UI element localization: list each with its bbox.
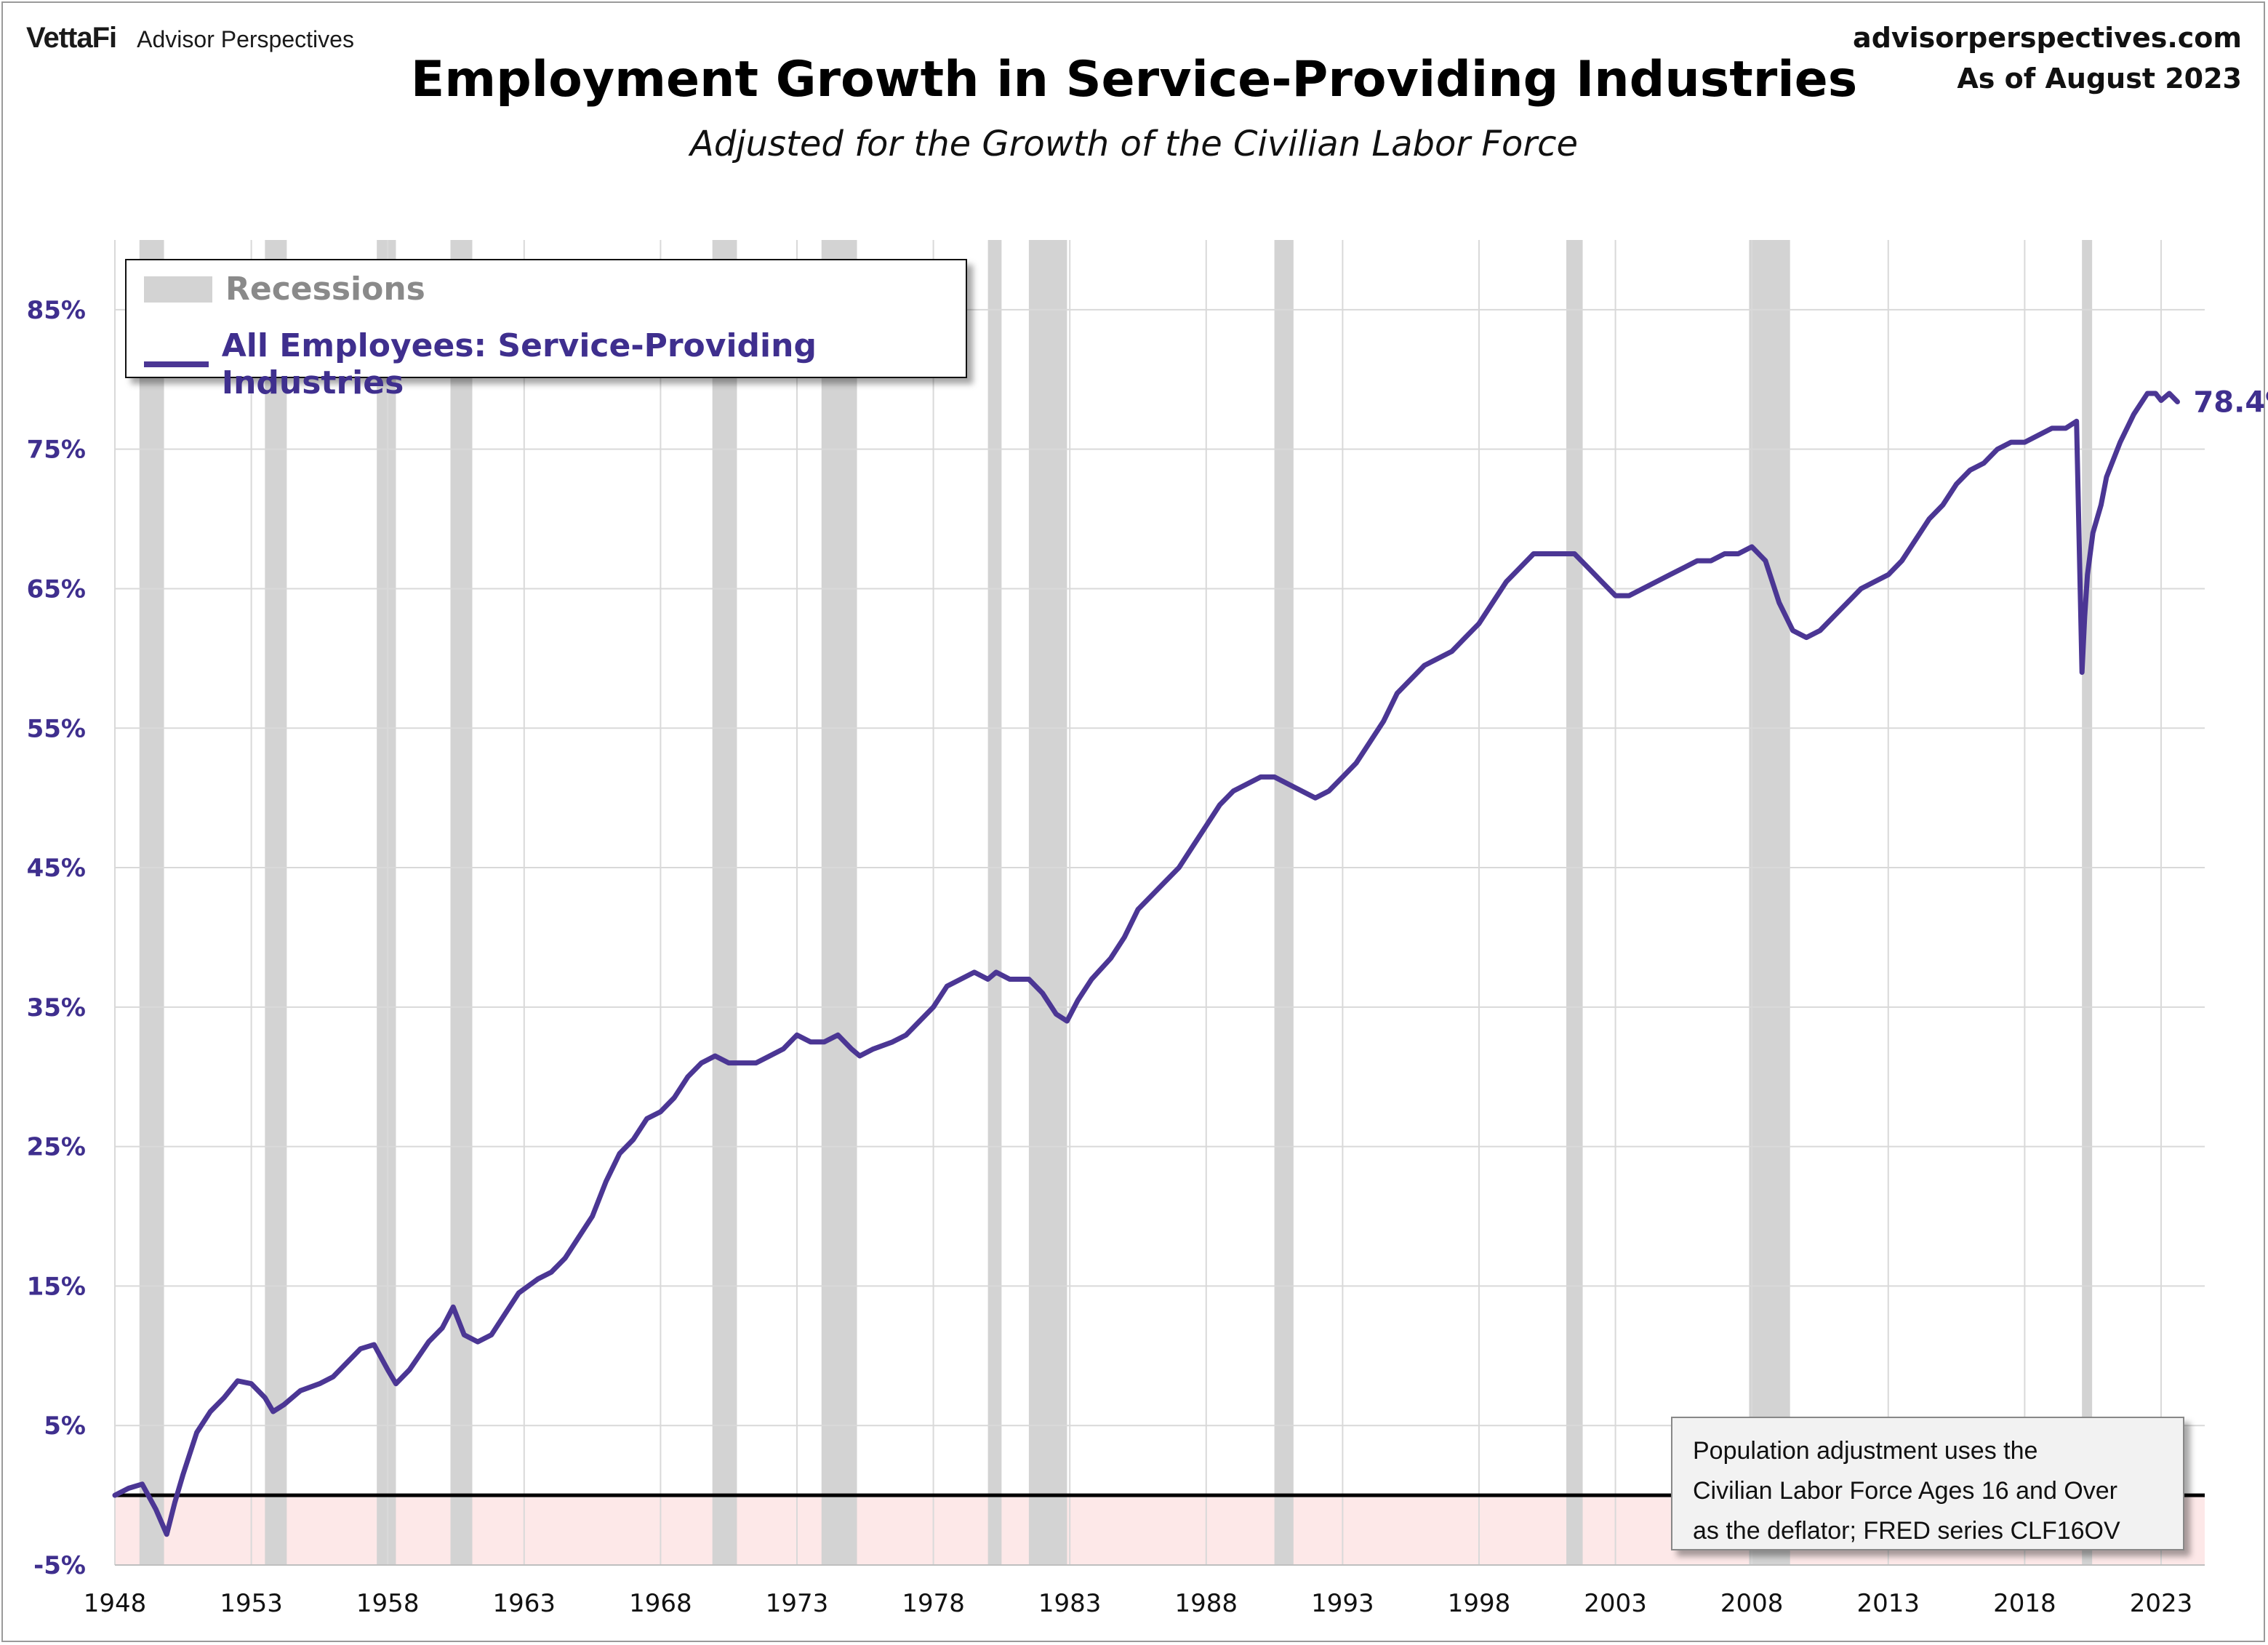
last-value-label: 78.4% <box>2193 385 2268 419</box>
legend-item-recessions[interactable]: Recessions <box>144 271 425 308</box>
chart-title: Employment Growth in Service-Providing I… <box>410 51 1858 108</box>
legend-label-series: All Employees: Service-Providing Industr… <box>221 327 817 401</box>
x-tick-label-1: 1953 <box>220 1589 283 1618</box>
x-tick-label-8: 1988 <box>1175 1589 1238 1618</box>
recession-band-11 <box>2082 240 2093 1565</box>
site-info: advisorperspectives.com As of August 202… <box>1853 17 2242 99</box>
recession-band-6 <box>987 240 1002 1565</box>
y-tick-label-7: 15% <box>27 1272 86 1301</box>
y-tick-label-6: 25% <box>27 1133 86 1162</box>
x-tick-label-15: 2023 <box>2130 1589 2193 1618</box>
x-tick-label-11: 2003 <box>1584 1589 1647 1618</box>
x-tick-label-9: 1993 <box>1311 1589 1374 1618</box>
legend-item-series[interactable]: All Employees: Service-Providing Industr… <box>144 327 966 401</box>
recession-band-9 <box>1566 240 1583 1565</box>
site-url[interactable]: advisorperspectives.com <box>1853 22 2242 54</box>
x-tick-label-4: 1968 <box>629 1589 692 1618</box>
x-tick-label-3: 1963 <box>493 1589 556 1618</box>
vettafi-logo: VettaFi <box>26 22 117 54</box>
chart-legend: Recessions All Employees: Service-Provid… <box>125 259 967 401</box>
chart-subtitle: Adjusted for the Growth of the Civilian … <box>689 124 1579 164</box>
y-tick-label-4: 45% <box>27 854 86 883</box>
y-axis-ticks: 85% 75% 65% 55% 45% 35% 25% 15% 5% -5% <box>27 296 86 1580</box>
y-tick-label-8: 5% <box>44 1412 86 1441</box>
y-tick-label-1: 75% <box>27 436 86 465</box>
y-tick-label-0: 85% <box>27 296 86 325</box>
legend-label-recessions: Recessions <box>225 271 425 308</box>
x-tick-label-14: 2018 <box>1993 1589 2056 1618</box>
recession-band-4 <box>712 240 737 1565</box>
x-tick-label-0: 1948 <box>84 1589 147 1618</box>
recession-band-0 <box>139 240 164 1565</box>
x-tick-label-7: 1983 <box>1038 1589 1102 1618</box>
x-tick-label-5: 1973 <box>766 1589 829 1618</box>
note-line-2: Civilian Labor Force Ages 16 and Over <box>1693 1477 2117 1505</box>
recession-swatch-icon <box>144 276 212 303</box>
recession-band-7 <box>1028 240 1067 1565</box>
brand-name: Advisor Perspectives <box>137 26 354 52</box>
x-tick-label-6: 1978 <box>902 1589 965 1618</box>
series-line-layer <box>112 391 2180 1537</box>
brand-header: VettaFi Advisor Perspectives <box>26 22 354 55</box>
series-line <box>112 391 2180 1537</box>
recession-band-1 <box>265 240 287 1565</box>
note-line-1: Population adjustment uses the <box>1693 1437 2038 1465</box>
gridlines <box>114 240 2205 1566</box>
y-tick-label-5: 35% <box>27 993 86 1022</box>
y-tick-label-3: 55% <box>27 714 86 743</box>
methodology-note: Population adjustment uses the Civilian … <box>1671 1417 2184 1550</box>
recession-band-2 <box>377 240 396 1565</box>
x-axis-ticks: 1948 1953 1958 1963 1968 1973 1978 1983 1988 1993… <box>84 1589 2193 1618</box>
x-tick-label-10: 1998 <box>1448 1589 1511 1618</box>
recession-band-5 <box>821 240 857 1565</box>
recession-band-8 <box>1274 240 1294 1565</box>
recession-band-10 <box>1749 240 1790 1565</box>
note-line-3: as the deflator; FRED series CLF16OV <box>1693 1517 2120 1545</box>
recession-band-3 <box>450 240 473 1565</box>
x-tick-label-2: 1958 <box>356 1589 420 1618</box>
recession-bands <box>139 240 2093 1565</box>
x-tick-label-13: 2013 <box>1857 1589 1920 1618</box>
y-tick-label-2: 65% <box>27 575 86 604</box>
x-tick-label-12: 2008 <box>1720 1589 1784 1618</box>
y-tick-label-9: -5% <box>33 1551 86 1580</box>
line-swatch-icon <box>144 361 209 367</box>
as-of-date: As of August 2023 <box>1957 63 2242 95</box>
